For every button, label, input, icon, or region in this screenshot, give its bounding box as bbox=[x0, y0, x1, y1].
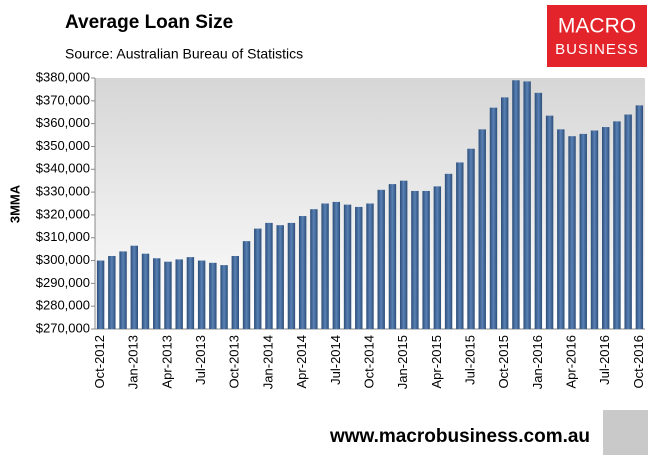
bar bbox=[557, 129, 565, 329]
bar bbox=[164, 261, 172, 329]
y-tick-label: $370,000 bbox=[36, 92, 90, 107]
x-tick-label: Apr-2014 bbox=[294, 335, 309, 388]
x-tick-label: Apr-2015 bbox=[429, 335, 444, 388]
bar bbox=[287, 222, 296, 329]
x-tick-label: Oct-2015 bbox=[496, 335, 511, 388]
x-tick-label: Jul-2013 bbox=[193, 335, 208, 385]
x-tick-label: Apr-2013 bbox=[159, 335, 174, 388]
bar bbox=[545, 115, 554, 330]
bar bbox=[388, 184, 397, 329]
bar bbox=[579, 133, 587, 329]
x-tick-label: Jan-2016 bbox=[530, 335, 545, 389]
y-tick-label: $350,000 bbox=[36, 138, 90, 153]
bar bbox=[141, 253, 150, 329]
y-tick-label: $340,000 bbox=[36, 161, 90, 176]
bar bbox=[500, 97, 509, 330]
bar bbox=[602, 127, 610, 330]
chart-subtitle: Source: Australian Bureau of Statistics bbox=[65, 46, 303, 62]
logo bbox=[547, 5, 647, 67]
x-tick-label: Oct-2012 bbox=[92, 335, 107, 388]
bar bbox=[590, 130, 599, 329]
bar bbox=[276, 225, 284, 329]
x-tick-label: Jul-2016 bbox=[597, 335, 612, 385]
bar bbox=[310, 209, 318, 329]
x-tick-label: Jan-2013 bbox=[126, 335, 141, 389]
bar bbox=[96, 260, 105, 329]
bar bbox=[265, 222, 273, 329]
logo-text: MACRO bbox=[558, 15, 636, 38]
bar bbox=[399, 180, 408, 329]
bar bbox=[343, 204, 352, 329]
bar bbox=[444, 173, 453, 329]
bar bbox=[186, 257, 195, 329]
bar bbox=[231, 255, 240, 329]
bar bbox=[478, 129, 486, 329]
bar bbox=[467, 148, 475, 329]
x-tick-label: Apr-2016 bbox=[563, 335, 578, 388]
y-axis-label: 3MMA bbox=[7, 184, 22, 223]
x-tick-label: Oct-2013 bbox=[227, 335, 242, 388]
y-tick-label: $380,000 bbox=[36, 69, 90, 84]
bar bbox=[411, 190, 419, 329]
y-tick-label: $320,000 bbox=[36, 206, 90, 221]
bar bbox=[433, 186, 442, 329]
bar bbox=[422, 190, 430, 329]
bar bbox=[568, 136, 576, 329]
y-tick-label: $360,000 bbox=[36, 115, 90, 130]
bar bbox=[153, 258, 161, 329]
x-tick-label: Jan-2014 bbox=[260, 335, 275, 389]
bar bbox=[456, 162, 464, 329]
bar bbox=[130, 245, 138, 329]
bar bbox=[209, 262, 217, 329]
x-tick-label: Jul-2014 bbox=[328, 335, 343, 385]
y-tick-label: $270,000 bbox=[36, 320, 90, 335]
bar bbox=[254, 228, 262, 329]
bar bbox=[366, 203, 374, 329]
bar bbox=[489, 107, 498, 329]
bar bbox=[613, 121, 621, 329]
bar bbox=[175, 259, 183, 329]
x-tick-label: Oct-2016 bbox=[631, 335, 646, 388]
bar bbox=[321, 203, 329, 329]
logo-text: BUSINESS bbox=[555, 41, 639, 58]
y-tick-label: $280,000 bbox=[36, 298, 90, 313]
bar bbox=[197, 260, 206, 329]
bar bbox=[220, 265, 228, 329]
x-tick-label: Jul-2015 bbox=[462, 335, 477, 385]
x-tick-label: Oct-2014 bbox=[361, 335, 376, 388]
bar bbox=[377, 189, 385, 329]
bar bbox=[624, 114, 632, 329]
bar bbox=[298, 216, 307, 329]
bar bbox=[242, 241, 251, 329]
bar bbox=[119, 251, 127, 329]
bar bbox=[512, 80, 520, 329]
y-tick-label: $310,000 bbox=[36, 229, 90, 244]
wolf-image bbox=[603, 410, 648, 455]
chart-title: Average Loan Size bbox=[65, 12, 233, 33]
bar bbox=[355, 206, 363, 329]
footer: www.macrobusiness.com.au bbox=[329, 426, 590, 447]
bar bbox=[635, 105, 644, 329]
y-tick-label: $330,000 bbox=[36, 184, 90, 199]
bar bbox=[108, 255, 116, 329]
y-tick-label: $290,000 bbox=[36, 275, 90, 290]
x-tick-label: Jan-2015 bbox=[395, 335, 410, 389]
y-tick-label: $300,000 bbox=[36, 252, 90, 267]
bar bbox=[332, 201, 341, 329]
bar bbox=[534, 92, 543, 329]
bar bbox=[523, 81, 531, 329]
